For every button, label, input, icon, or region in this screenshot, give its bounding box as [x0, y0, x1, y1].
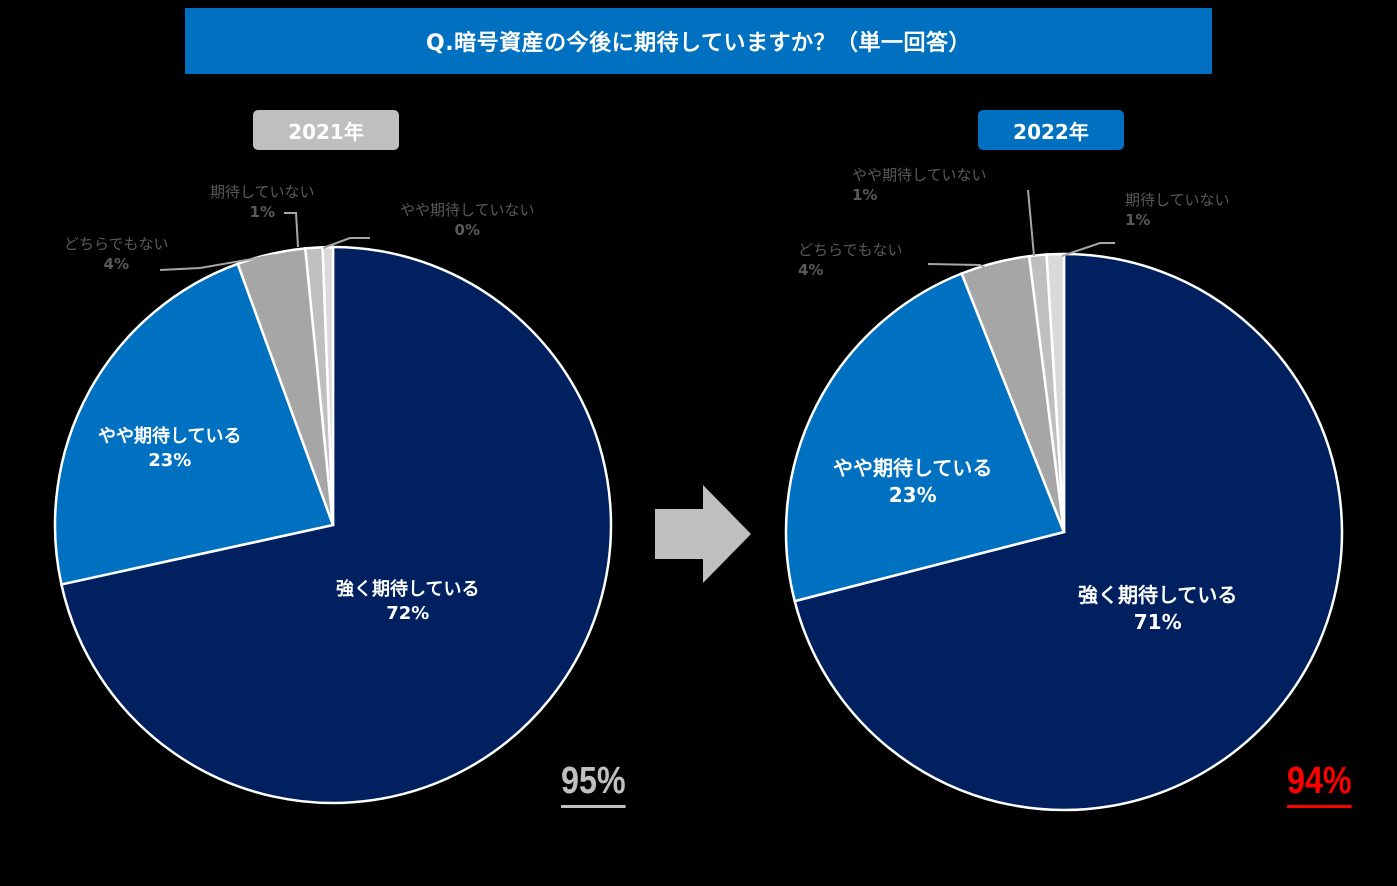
slice-label-not-2022: 期待していない 1% [1125, 191, 1230, 230]
slice-label-neutral-2022: どちらでもない 4% [798, 241, 903, 280]
pie-slice [53, 262, 335, 586]
slice-label-slightly-not-2021: やや期待していない 0% [400, 201, 535, 240]
pie-slice [59, 245, 613, 805]
slice-label-neutral-2021: どちらでもない 4% [64, 235, 169, 274]
pie-slice [1045, 252, 1066, 533]
slice-label-some-2021: やや期待している 23% [98, 426, 242, 472]
question-title: Q.暗号資産の今後に期待していますか？（単一回答） [185, 8, 1212, 74]
slice-label-slightly-not-2022: やや期待していない 1% [852, 166, 987, 205]
year-badge-2022: 2022年 [978, 110, 1124, 150]
slice-label-some-2022: やや期待している 23% [833, 456, 993, 507]
slice-label-strong-2021: 強く期待している 72% [336, 579, 480, 625]
pie-slice [793, 252, 1344, 812]
leader-lines-2022 [927, 189, 1115, 269]
pie-chart-2021 [53, 245, 613, 805]
year-badge-2021: 2021年 [253, 110, 399, 150]
slice-label-not-2021: 期待していない 1% [210, 183, 315, 222]
right-arrow-icon [655, 485, 751, 583]
pie-chart-2022 [784, 252, 1344, 812]
leader-lines-2021 [159, 212, 370, 271]
total-percentage-2022: 94% [1287, 760, 1352, 808]
slice-label-strong-2022: 強く期待している 71% [1078, 583, 1238, 634]
total-percentage-2021: 95% [561, 760, 626, 808]
pie-slice [784, 271, 1066, 603]
